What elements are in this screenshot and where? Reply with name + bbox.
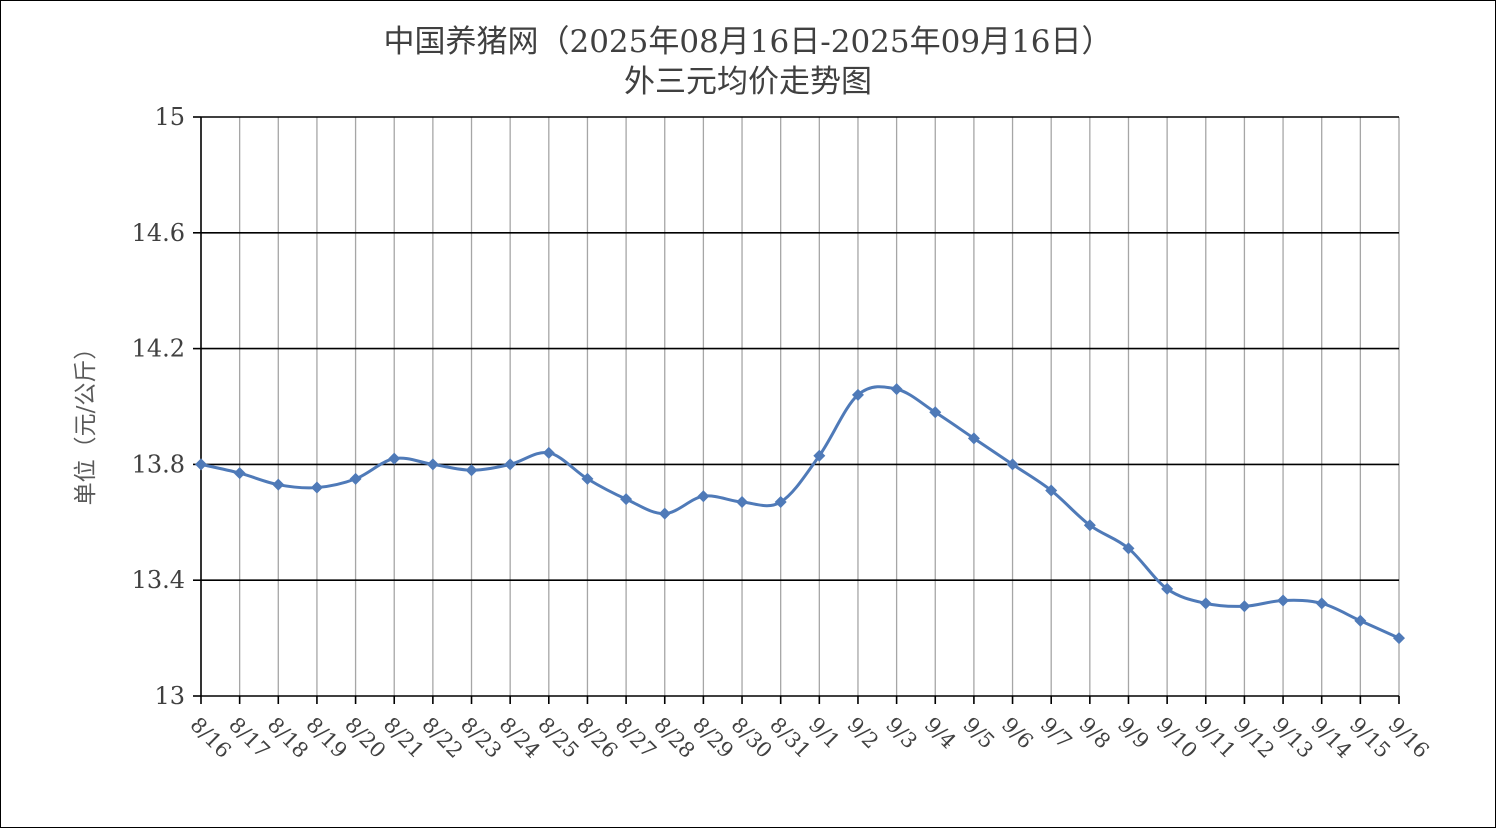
y-tick-label: 15 — [154, 103, 185, 131]
x-tick-label: 9/16 — [1383, 713, 1433, 763]
data-point-marker — [581, 472, 594, 485]
x-tick-label: 8/18 — [263, 713, 313, 763]
x-tick-label: 9/7 — [1036, 713, 1077, 754]
y-tick-label: 13 — [154, 682, 185, 710]
data-point-marker — [1006, 458, 1019, 471]
y-tick-label: 14.2 — [132, 335, 185, 363]
x-tick-label: 8/27 — [611, 713, 661, 763]
x-tick-label: 8/31 — [765, 713, 815, 763]
y-axis-tick-labels: 13 13.4 13.8 14.2 14.6 15 — [132, 103, 185, 710]
data-point-marker — [272, 478, 285, 491]
series-line — [200, 385, 1400, 640]
x-tick-label: 8/25 — [533, 713, 583, 763]
data-point-marker — [1315, 597, 1328, 610]
data-point-marker — [349, 472, 362, 485]
x-tick-label: 9/6 — [997, 713, 1038, 754]
x-tick-label: 8/16 — [185, 713, 235, 763]
data-point-marker — [813, 449, 826, 462]
x-tick-label: 8/17 — [224, 713, 274, 763]
data-point-marker — [658, 507, 671, 520]
data-point-marker — [1354, 614, 1367, 627]
data-point-marker — [1393, 632, 1405, 645]
data-point-marker — [851, 388, 864, 401]
x-tick-label: 8/19 — [301, 713, 351, 763]
x-tick-label: 9/8 — [1074, 713, 1115, 754]
data-point-marker — [504, 458, 517, 471]
x-tick-label: 8/21 — [379, 713, 429, 763]
data-point-marker — [542, 446, 555, 459]
y-axis-label: 单位（元/公斤） — [73, 337, 99, 506]
data-point-marker — [1122, 542, 1135, 555]
vertical-gridlines — [238, 117, 1400, 696]
x-tick-label: 9/3 — [881, 713, 922, 754]
x-tick-label: 8/24 — [495, 713, 545, 763]
x-tick-label: 9/9 — [1113, 713, 1154, 754]
x-tick-label: 8/26 — [572, 713, 622, 763]
y-tick-label: 13.4 — [132, 566, 185, 594]
data-point-marker — [620, 493, 633, 506]
data-point-marker — [233, 467, 246, 480]
x-tick-label: 9/10 — [1152, 713, 1202, 763]
data-point-marker — [1199, 597, 1212, 610]
data-point-marker — [1238, 600, 1251, 613]
data-point-marker — [890, 383, 903, 396]
x-axis-tick-labels: 8/168/178/188/198/208/218/228/238/248/25… — [185, 713, 1433, 763]
data-point-marker — [426, 458, 439, 471]
data-point-marker — [929, 406, 942, 419]
data-point-marker — [967, 432, 980, 445]
x-tick-label: 9/15 — [1345, 713, 1395, 763]
data-point-marker — [1045, 484, 1058, 497]
data-point-marker — [774, 496, 787, 509]
x-tick-label: 8/30 — [726, 713, 776, 763]
x-tick-label: 8/20 — [340, 713, 390, 763]
x-tick-label: 8/29 — [688, 713, 738, 763]
y-tick-label: 14.6 — [132, 219, 185, 247]
data-point-marker — [195, 458, 207, 471]
y-tick-label: 13.8 — [132, 450, 185, 478]
axes — [193, 116, 1400, 704]
x-tick-label: 9/11 — [1190, 713, 1240, 763]
series-layer — [195, 383, 1405, 645]
x-tick-label: 8/23 — [456, 713, 506, 763]
chart-subtitle: 外三元均价走势图 — [624, 64, 872, 100]
data-point-marker — [388, 452, 401, 465]
x-tick-label: 9/4 — [920, 713, 961, 754]
x-tick-label: 9/13 — [1268, 713, 1318, 763]
data-point-marker — [310, 481, 323, 494]
x-tick-label: 9/14 — [1306, 713, 1356, 763]
x-tick-label: 8/22 — [417, 713, 467, 763]
x-tick-label: 9/5 — [958, 713, 999, 754]
data-point-marker — [1083, 519, 1096, 532]
x-tick-label: 9/12 — [1229, 713, 1279, 763]
data-point-marker — [736, 496, 749, 509]
x-tick-label: 9/2 — [842, 713, 883, 754]
x-tick-label: 8/28 — [649, 713, 699, 763]
data-point-marker — [697, 490, 710, 503]
data-point-marker — [465, 464, 478, 477]
horizontal-gridlines — [201, 116, 1399, 582]
data-point-marker — [1161, 582, 1174, 595]
data-point-marker — [1277, 594, 1290, 607]
chart-title: 中国养猪网（2025年08月16日-2025年09月16日） — [383, 24, 1113, 60]
